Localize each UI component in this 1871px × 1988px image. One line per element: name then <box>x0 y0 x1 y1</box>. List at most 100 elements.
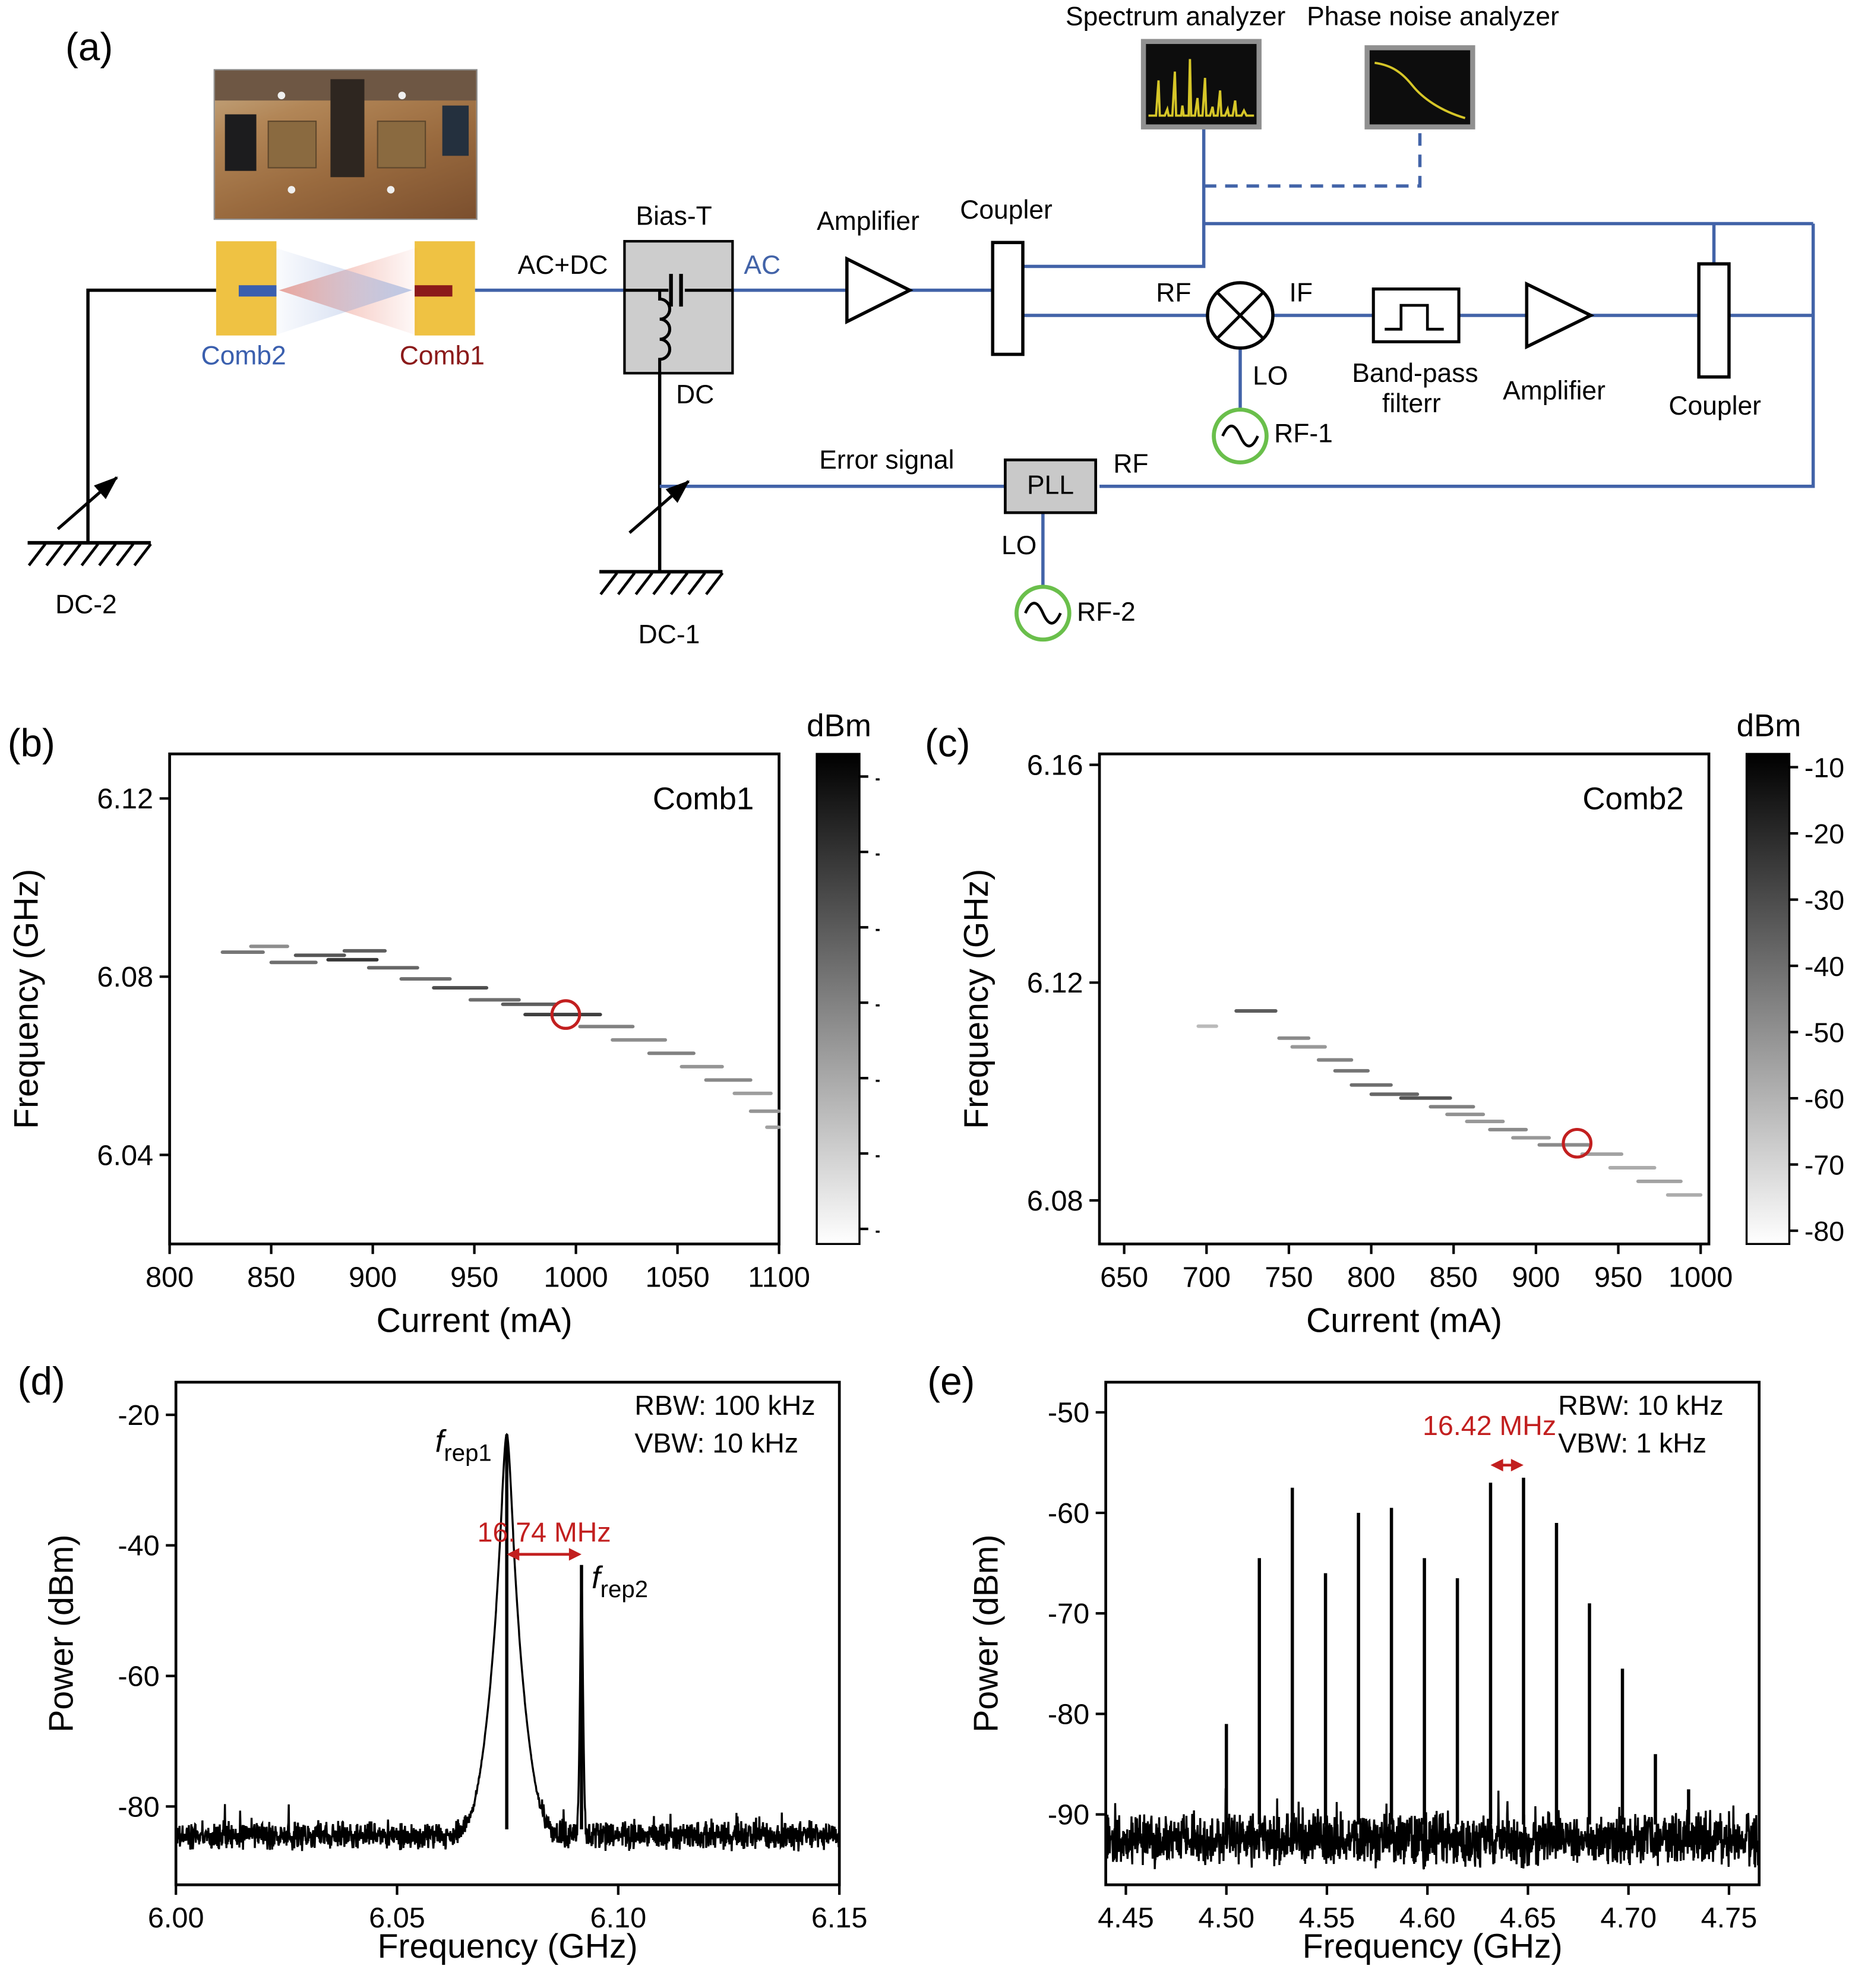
spectrum-analyzer-screen <box>1140 39 1262 129</box>
comb1-label: Comb1 <box>399 342 485 371</box>
bandpass-filter-box <box>1371 287 1461 343</box>
vbw-label-e: VBW: 1 kHz <box>1558 1428 1706 1459</box>
y-tick-label: 6.04 <box>97 1139 153 1171</box>
rf2-label: RF-2 <box>1076 598 1136 627</box>
x-tick-label: 700 <box>1183 1261 1231 1293</box>
coupler1-symbol <box>991 241 1025 356</box>
x-tick-label: 750 <box>1265 1261 1313 1293</box>
dc1-label: DC-1 <box>638 621 700 650</box>
colorbar-tick-label: -25 <box>874 761 879 792</box>
x-tick-label: 4.45 <box>1098 1902 1154 1934</box>
mixer-rf-label: RF <box>1156 279 1192 308</box>
colorbar-tick-label: -30 <box>1804 885 1844 916</box>
x-tick-label: 1050 <box>645 1261 709 1293</box>
x-tick-label: 950 <box>450 1261 498 1293</box>
x-axis-label-b: Current (mA) <box>377 1301 573 1339</box>
coupler2-label: Coupler <box>1668 392 1761 421</box>
colorbar-tick-label: -85 <box>874 1214 879 1245</box>
x-tick-label: 650 <box>1100 1261 1148 1293</box>
comb2-label: Comb2 <box>201 342 286 371</box>
chart-panel-d: 6.00 6.05 6.10 6.15 -20 -40 -60 -80 Frequency (G… <box>43 1380 868 1965</box>
photo-pcb-right <box>377 121 426 168</box>
chart-panel-b: 800 850 900 950 1000 1050 1100 6.04 6.08 6.12 Curr… <box>7 709 879 1340</box>
x-tick-label: 6.00 <box>148 1902 204 1934</box>
mixer-lo-label: LO <box>1253 362 1288 391</box>
x-tick-label: 4.50 <box>1198 1902 1254 1934</box>
bias-t-label: Bias-T <box>636 202 712 232</box>
bandpass-label-line1: Band-pass <box>1352 359 1478 388</box>
pll-rf-label: RF <box>1113 450 1149 479</box>
x-axis-label-d: Frequency (GHz) <box>378 1927 638 1965</box>
inside-label-c: Comb2 <box>1582 781 1683 816</box>
panel-b-label: (b) <box>7 721 55 766</box>
amplifier2-symbol <box>1525 281 1595 350</box>
colorbar-tick-label: -40 <box>1804 951 1844 982</box>
wire-coupler2-to-pll <box>1099 223 1815 488</box>
rf1-label: RF-1 <box>1274 419 1333 449</box>
chart-panel-e: 4.45 4.50 4.55 4.60 4.65 4.70 4.75 -50 -60 -70 -80… <box>968 1380 1761 1965</box>
rf2-sine-icon <box>1024 602 1062 625</box>
dc-label: DC <box>676 380 715 410</box>
photo-screw-2 <box>397 91 406 99</box>
colorbar-c <box>1745 753 1791 1246</box>
x-tick-label: 4.65 <box>1500 1902 1556 1934</box>
colorbar-tick-label: -60 <box>1804 1083 1844 1114</box>
ac-label: AC <box>744 251 781 280</box>
variable-arrow-dc1 <box>628 480 690 534</box>
colorbar-tick-label: -65 <box>874 1063 879 1094</box>
ground-dc2 <box>27 541 152 567</box>
rf1-sine-icon <box>1221 424 1259 448</box>
y-tick-label: 6.16 <box>1027 750 1083 782</box>
spacing-arrow-d-head-left <box>507 1548 520 1561</box>
colorbar-tick-label: -70 <box>1804 1149 1844 1180</box>
plot-frame-c <box>1098 752 1711 1246</box>
ac-plus-dc-label: AC+DC <box>517 251 608 280</box>
chart-panel-c: 650 700 750 800 850 900 950 1000 6.08 6.12 6.16 Cur… <box>957 709 1844 1340</box>
spectrum-analyzer-trace-icon <box>1148 59 1254 117</box>
x-tick-label: 900 <box>349 1261 397 1293</box>
amplifier1-label: Amplifier <box>817 207 919 236</box>
x-tick-label: 6.15 <box>811 1902 868 1934</box>
y-tick-label: -80 <box>118 1791 159 1823</box>
device-photo <box>213 69 478 220</box>
y-tick-label: 6.08 <box>1027 1185 1083 1217</box>
variable-arrow-dc2 <box>56 476 118 530</box>
highlight-circle-c <box>1562 1127 1593 1159</box>
y-axis-label-b: Frequency (GHz) <box>7 869 45 1129</box>
highlight-circle-b <box>550 999 581 1030</box>
x-axis-label-c: Current (mA) <box>1306 1301 1502 1339</box>
phase-noise-analyzer-screen <box>1364 45 1475 129</box>
y-tick-label: -50 <box>1048 1397 1089 1429</box>
x-tick-label: 950 <box>1594 1261 1642 1293</box>
y-tick-label: 6.12 <box>1027 967 1083 999</box>
x-tick-label: 6.10 <box>590 1902 646 1934</box>
panel-a-label: (a) <box>65 25 113 69</box>
y-tick-label: -60 <box>1048 1497 1089 1529</box>
x-tick-label: 1100 <box>748 1261 810 1293</box>
rbw-label-d: RBW: 100 kHz <box>634 1390 815 1421</box>
x-tick-label: 4.70 <box>1600 1902 1657 1934</box>
y-tick-label: 6.12 <box>97 783 153 815</box>
x-tick-label: 800 <box>1347 1261 1395 1293</box>
colorbar-label-c: dBm <box>1737 709 1802 744</box>
photo-center-slot <box>330 79 364 178</box>
wire-comb2-to-dc2 <box>86 288 216 543</box>
spectrum-analyzer-label: Spectrum analyzer <box>1065 2 1286 31</box>
photo-screw-4 <box>387 186 395 194</box>
spacing-label-e: 16.42 MHz <box>1423 1410 1556 1441</box>
mixer-x2 <box>1216 291 1265 340</box>
y-tick-label: -20 <box>118 1399 159 1431</box>
bias-t-box <box>623 240 734 375</box>
coupler2-symbol <box>1697 262 1731 379</box>
mixer-if-label: IF <box>1289 279 1313 308</box>
y-axis-label-e: Power (dBm) <box>968 1535 1006 1733</box>
x-tick-label: 1000 <box>1668 1261 1733 1293</box>
x-tick-label: 850 <box>247 1261 295 1293</box>
experimental-setup-diagram <box>27 39 1815 642</box>
x-tick-label: 4.60 <box>1399 1902 1456 1934</box>
bandpass-label-line2: filterr <box>1382 389 1441 419</box>
pll-lo-label: LO <box>1001 531 1037 561</box>
y-tick-label: -60 <box>118 1661 159 1693</box>
pll-label: PLL <box>1027 471 1074 500</box>
